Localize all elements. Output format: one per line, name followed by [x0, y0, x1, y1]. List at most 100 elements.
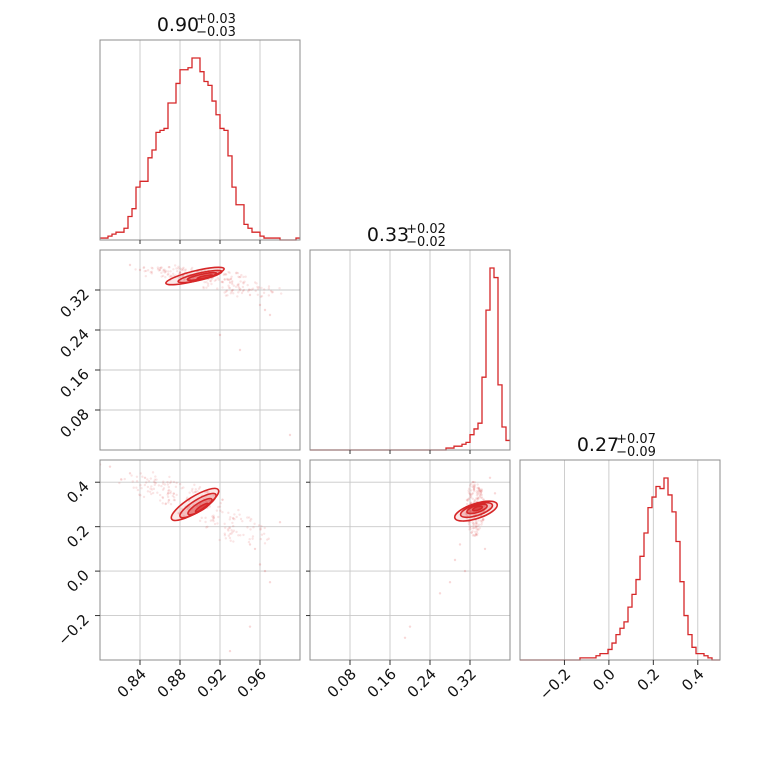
scatter-point: [172, 268, 175, 271]
scatter-point: [177, 511, 180, 515]
scatter-point: [160, 484, 163, 488]
scatter-point: [194, 490, 197, 494]
scatter-point: [158, 493, 162, 497]
scatter-point: [235, 515, 238, 519]
scatter-point: [262, 532, 266, 535]
scatter-point: [475, 530, 479, 533]
contour-level-2-3: [471, 505, 484, 512]
x-tick-label-1-0: 0.08: [324, 665, 360, 701]
outlier-point-5: [228, 281, 232, 284]
scatter-point: [474, 533, 477, 536]
scatter-point: [219, 501, 222, 505]
scatter-point: [235, 530, 238, 534]
outlier-point-4: [408, 625, 412, 628]
scatter-point: [135, 486, 138, 489]
scatter-point: [239, 534, 242, 537]
scatter-point: [259, 528, 262, 531]
scatter-point: [476, 493, 480, 496]
scatter-point: [232, 284, 236, 287]
panel-title-1: 0.33: [367, 224, 409, 246]
scatter-point: [480, 490, 483, 493]
scatter-point: [132, 486, 135, 489]
x-tick-label-0-2: 0.92: [194, 665, 230, 701]
scatter-point: [223, 272, 226, 276]
scatter-point: [262, 288, 266, 291]
scatter-point: [172, 492, 175, 495]
scatter-point: [468, 525, 471, 529]
scatter-point: [251, 537, 254, 540]
scatter-point: [226, 278, 229, 281]
scatter-point: [215, 509, 219, 512]
y-tick-label-2-1: 0.0: [63, 566, 93, 596]
scatter-point: [477, 528, 480, 531]
scatter-point: [242, 281, 245, 284]
scatter-point: [166, 273, 169, 276]
scatter-point: [465, 513, 469, 516]
scatter-point: [179, 275, 182, 279]
scatter-point: [177, 265, 180, 268]
scatter-point: [134, 268, 137, 271]
scatter-point: [223, 526, 227, 530]
scatter-point: [164, 502, 168, 505]
scatter-point: [246, 526, 249, 529]
scatter-point: [479, 491, 483, 495]
scatter-point: [239, 517, 243, 521]
scatter-point: [208, 505, 211, 508]
scatter-point: [473, 499, 476, 503]
scatter-point: [470, 494, 473, 497]
panel-title-0: 0.90: [157, 14, 199, 36]
outlier-point-11: [288, 433, 292, 437]
scatter-point: [482, 498, 485, 501]
outlier-point-2: [158, 268, 162, 272]
scatter-point: [202, 287, 205, 290]
scatter-point: [231, 288, 235, 292]
scatter-point: [150, 272, 154, 275]
scatter-point: [475, 525, 478, 528]
scatter-point: [480, 521, 484, 524]
scatter-point: [470, 509, 473, 513]
scatter-point: [164, 269, 167, 272]
x-tick-label-0-3: 0.96: [234, 665, 270, 701]
outlier-point-1: [138, 268, 142, 272]
scatter-point: [252, 526, 255, 529]
scatter-point: [239, 280, 242, 283]
scatter-point: [238, 513, 241, 516]
scatter-point: [232, 540, 235, 543]
scatter-point: [183, 269, 186, 272]
scatter-point: [148, 490, 152, 493]
scatter-point: [209, 519, 213, 522]
scatter-point: [156, 491, 159, 494]
scatter-point: [471, 480, 475, 484]
scatter-point: [138, 493, 141, 496]
scatter-point: [229, 292, 233, 295]
scatter-point: [242, 533, 245, 537]
scatter-point: [182, 486, 185, 489]
scatter-point: [474, 519, 477, 523]
scatter-point: [241, 285, 245, 289]
scatter-point: [177, 267, 180, 270]
scatter-point: [259, 527, 262, 530]
scatter-point: [237, 534, 240, 537]
scatter-point: [473, 486, 476, 489]
scatter-point: [182, 266, 185, 269]
scatter-point: [118, 481, 121, 485]
scatter-point: [244, 275, 247, 278]
scatter-point: [140, 487, 143, 490]
scatter-point: [135, 475, 139, 478]
scatter-point: [478, 488, 481, 491]
scatter-point: [208, 499, 212, 502]
scatter-point: [164, 502, 167, 506]
scatter-point: [155, 478, 158, 481]
scatter-point: [480, 488, 483, 491]
scatter-point: [478, 489, 482, 493]
outlier-point-14: [268, 313, 272, 317]
x-tick-label-2-3: 0.4: [678, 665, 708, 695]
scatter-point: [152, 487, 156, 491]
scatter-point: [257, 286, 261, 289]
outlier-point-10: [248, 625, 252, 628]
scatter-point: [163, 483, 167, 486]
scatter-point: [477, 492, 480, 495]
scatter-point: [476, 522, 479, 526]
scatter-point: [472, 488, 476, 491]
scatter-point: [239, 275, 242, 279]
